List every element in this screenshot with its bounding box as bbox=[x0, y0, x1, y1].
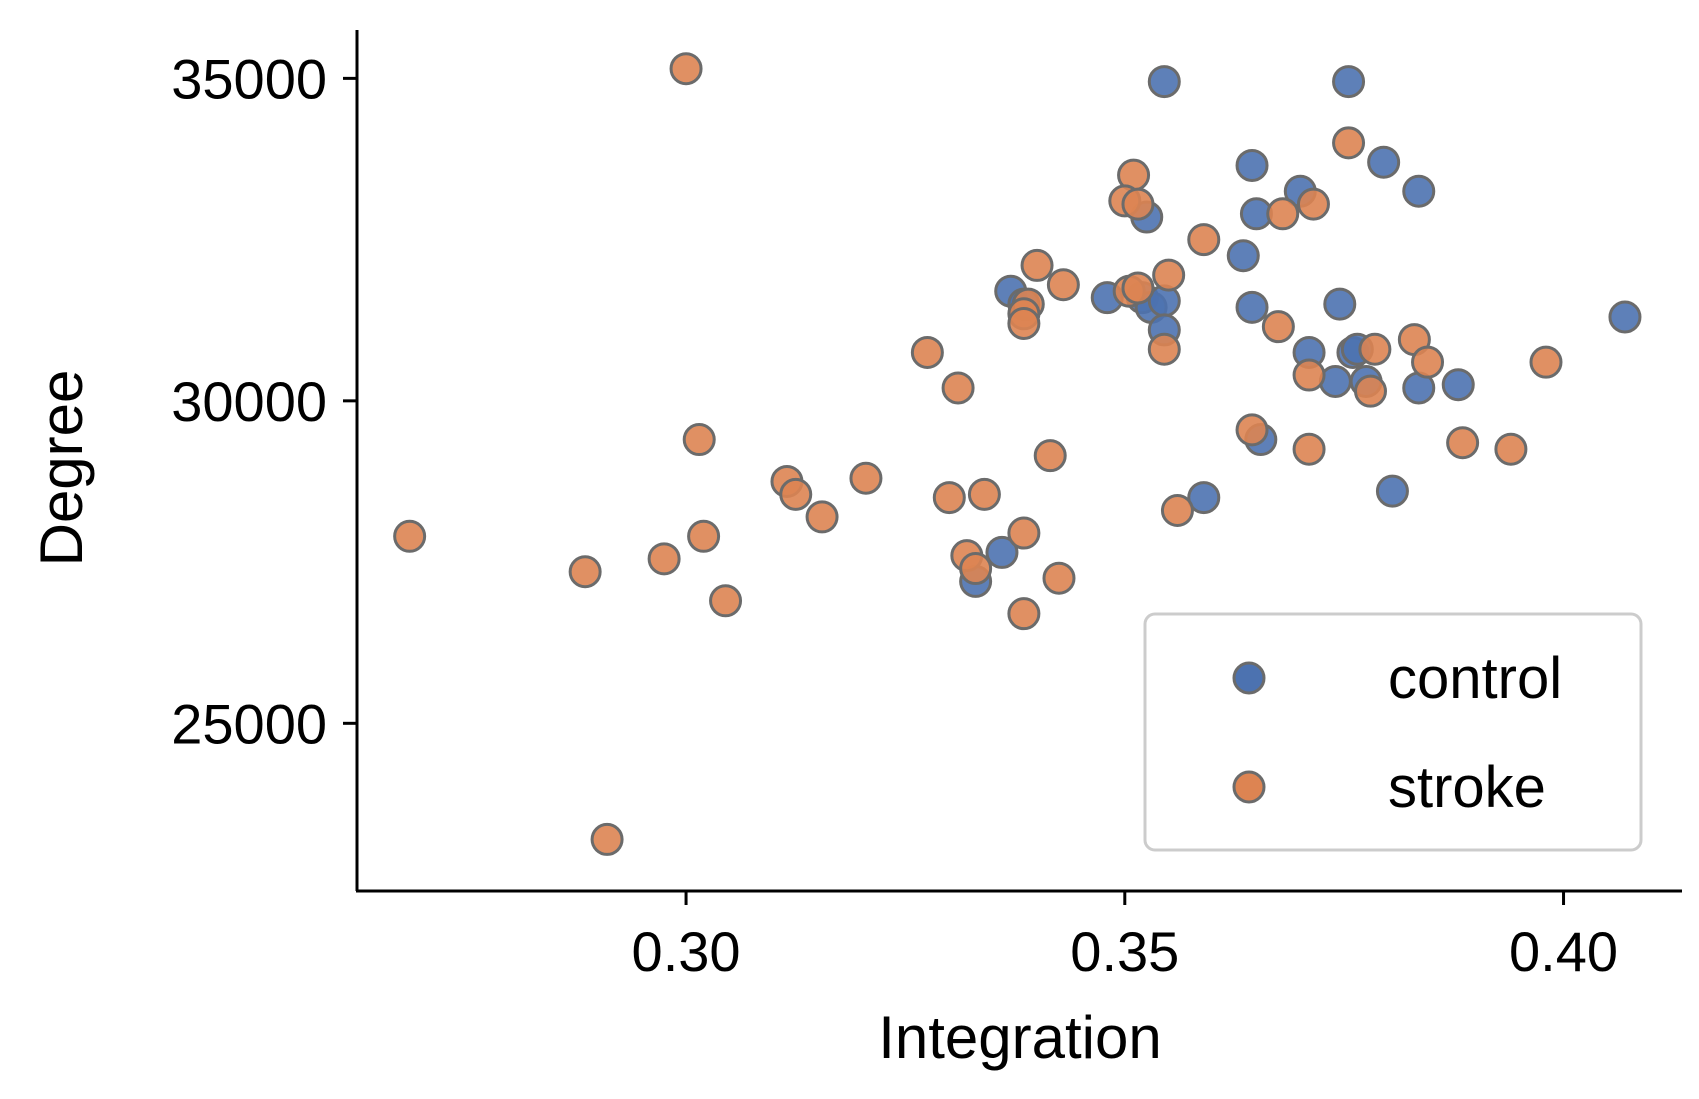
plot-area bbox=[393, 52, 1642, 856]
x-tick-label: 0.30 bbox=[632, 920, 741, 983]
legend-label-control: control bbox=[1388, 646, 1562, 711]
stroke-point bbox=[1046, 268, 1080, 302]
control-point bbox=[1441, 368, 1475, 402]
x-axis-ticks: 0.30 0.35 0.40 bbox=[632, 891, 1618, 983]
control-point bbox=[1235, 290, 1269, 324]
stroke-point bbox=[1411, 345, 1445, 379]
stroke-point bbox=[1152, 258, 1186, 292]
stroke-point bbox=[1332, 126, 1366, 160]
stroke-point bbox=[1353, 374, 1387, 408]
stroke-point bbox=[1296, 187, 1330, 221]
stroke-point bbox=[669, 52, 703, 86]
stroke-point bbox=[967, 477, 1001, 511]
x-axis-title: Integration bbox=[878, 1004, 1162, 1071]
stroke-point bbox=[647, 542, 681, 576]
stroke-point bbox=[1121, 187, 1155, 221]
stroke-point bbox=[1160, 493, 1194, 527]
control-point bbox=[985, 535, 1019, 569]
control-point bbox=[1147, 65, 1181, 99]
stroke-point bbox=[779, 477, 813, 511]
legend: control stroke bbox=[1143, 612, 1643, 852]
stroke-point bbox=[393, 519, 427, 553]
stroke-point bbox=[590, 822, 624, 856]
x-tick-label: 0.40 bbox=[1509, 920, 1618, 983]
stroke-point bbox=[959, 552, 993, 586]
stroke-point bbox=[1042, 561, 1076, 595]
stroke-point bbox=[1020, 248, 1054, 282]
stroke-point bbox=[1007, 597, 1041, 631]
stroke-point bbox=[1529, 345, 1563, 379]
y-tick-label: 30000 bbox=[171, 370, 327, 433]
stroke-point bbox=[1266, 197, 1300, 231]
series-control-points bbox=[959, 65, 1642, 598]
stroke-point bbox=[1007, 306, 1041, 340]
series-stroke-points bbox=[393, 52, 1563, 856]
legend-frame bbox=[1143, 612, 1643, 852]
stroke-point bbox=[1235, 413, 1269, 447]
stroke-point bbox=[1007, 516, 1041, 550]
control-point bbox=[1402, 174, 1436, 208]
stroke-point bbox=[1358, 332, 1392, 366]
stroke-point bbox=[941, 371, 975, 405]
control-point bbox=[1187, 481, 1221, 515]
stroke-point bbox=[687, 519, 721, 553]
stroke-point bbox=[932, 481, 966, 515]
stroke-point bbox=[682, 423, 716, 457]
stroke-point bbox=[910, 335, 944, 369]
x-tick-label: 0.35 bbox=[1070, 920, 1179, 983]
control-point bbox=[1235, 148, 1269, 182]
stroke-point bbox=[1147, 332, 1181, 366]
legend-marker-stroke bbox=[1232, 770, 1266, 804]
stroke-point bbox=[1292, 432, 1326, 466]
control-point bbox=[1323, 287, 1357, 321]
legend-marker-control bbox=[1232, 661, 1266, 695]
control-point bbox=[1375, 474, 1409, 508]
legend-label-stroke: stroke bbox=[1388, 755, 1546, 820]
stroke-point bbox=[1187, 223, 1221, 257]
stroke-point bbox=[568, 555, 602, 589]
stroke-point bbox=[1121, 271, 1155, 305]
control-point bbox=[1608, 300, 1642, 334]
y-axis-ticks: 25000 30000 35000 bbox=[171, 47, 357, 755]
stroke-point bbox=[1033, 439, 1067, 473]
control-point bbox=[1226, 239, 1260, 273]
y-tick-label: 25000 bbox=[171, 692, 327, 755]
y-tick-label: 35000 bbox=[171, 47, 327, 110]
stroke-point bbox=[1292, 358, 1326, 392]
stroke-point bbox=[849, 461, 883, 495]
y-axis-title: Degree bbox=[28, 370, 95, 567]
stroke-point bbox=[709, 584, 743, 618]
stroke-point bbox=[1494, 432, 1528, 466]
stroke-point bbox=[805, 500, 839, 534]
stroke-point bbox=[1261, 310, 1295, 344]
control-point bbox=[1367, 145, 1401, 179]
stroke-point bbox=[1446, 426, 1480, 460]
control-point bbox=[1332, 65, 1366, 99]
